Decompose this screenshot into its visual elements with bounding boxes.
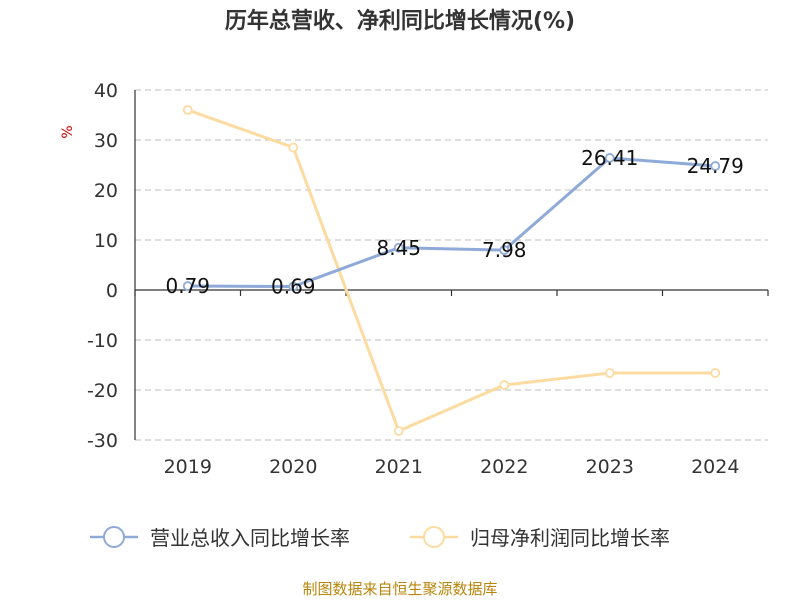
data-point [182, 281, 193, 291]
chart-title: 历年总营收、净利同比增长情况(%) [224, 9, 576, 34]
data-point [182, 105, 193, 115]
data-point [393, 426, 404, 436]
data-label: 0.69 [271, 275, 316, 299]
data-label: 8.45 [376, 236, 421, 260]
data-point [710, 368, 721, 378]
x-tick-label: 2019 [164, 456, 212, 478]
x-tick-label: 2022 [480, 456, 528, 478]
y-tick-label: 10 [94, 230, 118, 252]
legend-marker [103, 526, 125, 548]
legend-marker [423, 526, 445, 548]
data-point [288, 281, 299, 292]
series-line [187, 108, 716, 433]
y-tick-label: -20 [87, 380, 118, 402]
data-point [604, 153, 615, 163]
data-label: 7.98 [482, 238, 527, 262]
series [182, 105, 721, 436]
data-label: 0.79 [165, 274, 210, 298]
y-tick-label: 0 [106, 280, 118, 302]
x-tick-label: 2024 [691, 456, 739, 478]
data-label: 24.79 [687, 154, 744, 178]
axes: 40 30 20 10 0 -10 -20 -30 2019 2020 2021 2022 2023 20… [60, 80, 769, 478]
data-source-note: 制图数据来自恒生聚源数据库 [302, 580, 498, 598]
y-axis-label: % [60, 125, 76, 138]
data-point [499, 380, 510, 390]
x-tick-label: 2021 [375, 456, 423, 478]
y-tick-label: -30 [87, 430, 118, 452]
y-tick-label: -10 [87, 330, 118, 352]
legend: 营业总收入同比增长率 归母净利润同比增长率 [90, 526, 670, 550]
series-line [187, 156, 716, 289]
data-point [710, 161, 721, 171]
x-tick-label: 2023 [586, 456, 634, 478]
data-label: 26.41 [581, 146, 638, 170]
x-tick-label: 2020 [269, 456, 317, 478]
data-point [604, 368, 615, 378]
data-labels: 0.79 0.69 8.45 7.98 26.41 24.79 [165, 146, 743, 299]
legend-label: 归母净利润同比增长率 [470, 526, 670, 550]
gridlines [135, 89, 768, 441]
y-tick-label: 30 [94, 130, 118, 152]
data-point [393, 242, 404, 253]
legend-label: 营业总收入同比增长率 [150, 526, 350, 550]
data-point [288, 142, 299, 153]
data-point [499, 245, 510, 256]
y-tick-label: 20 [94, 180, 118, 202]
y-tick-label: 40 [94, 80, 118, 102]
